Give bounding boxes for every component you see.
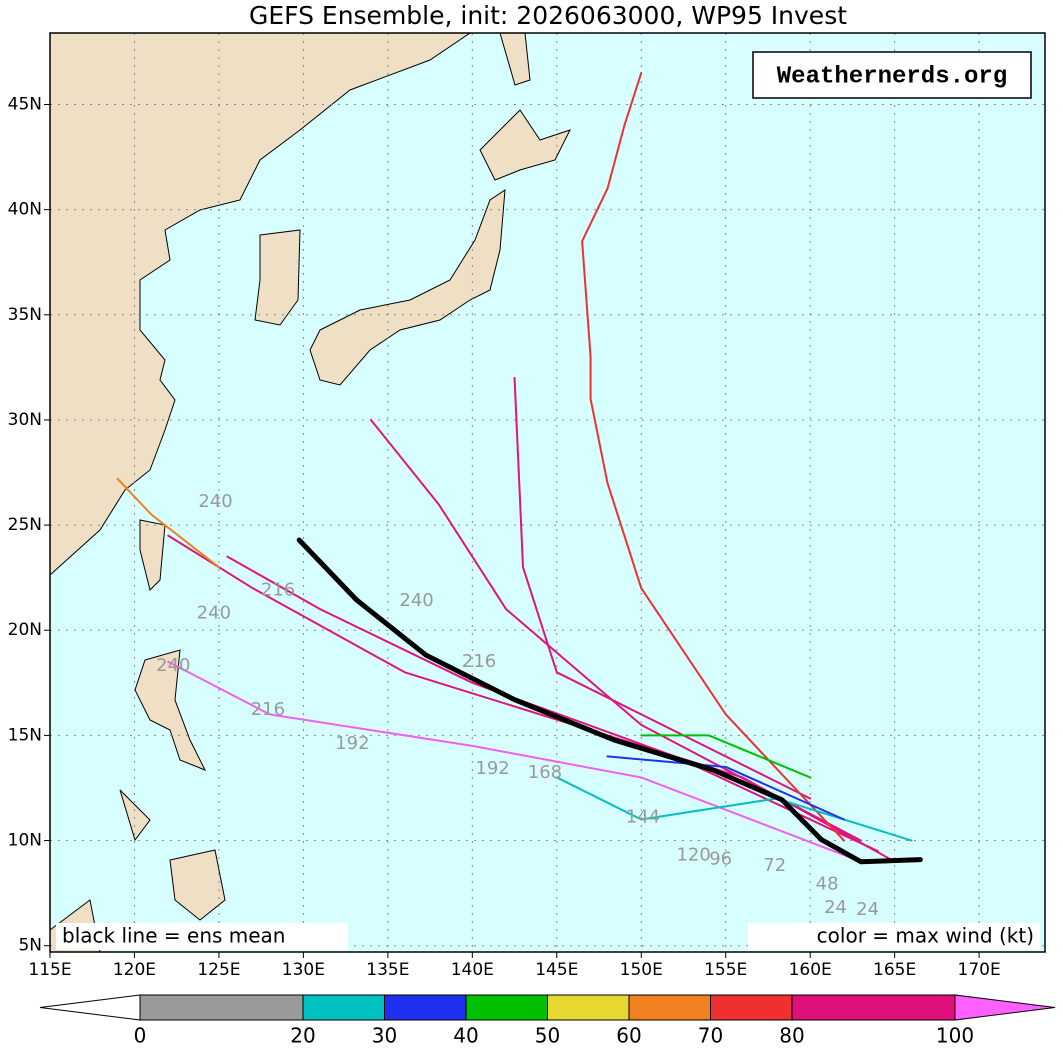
colorbar-label: 40 (453, 1024, 478, 1048)
colorbar-label: 60 (616, 1024, 641, 1048)
hour-label: 216 (261, 579, 295, 600)
hour-label: 144 (626, 806, 660, 827)
x-tick-label: 150E (620, 960, 663, 980)
hour-label: 24 (856, 899, 879, 920)
watermark-box (752, 51, 1032, 99)
colorbar-bin (628, 994, 711, 1021)
mean-track (296, 537, 923, 865)
hour-label: 72 (763, 855, 786, 876)
colorbar-label: 100 (936, 1024, 974, 1048)
x-tick-label: 125E (197, 960, 240, 980)
note-box (748, 923, 1040, 950)
colorbar-bin (547, 994, 630, 1021)
x-tick-label: 165E (873, 960, 916, 980)
colorbar-label: 80 (779, 1024, 804, 1048)
note-box (56, 923, 348, 950)
frame (49, 32, 1046, 953)
y-tick-label: 35N (8, 305, 42, 325)
colorbar-label: 30 (372, 1024, 397, 1048)
y-tick-label: 10N (8, 831, 42, 851)
member-track (606, 755, 845, 821)
colorbar-bin (139, 994, 304, 1021)
y-tick-label: 40N (8, 200, 42, 220)
colorbar-label: 20 (290, 1024, 315, 1048)
x-tick-label: 160E (789, 960, 832, 980)
y-tick-label: 25N (8, 515, 42, 535)
x-tick-label: 145E (535, 960, 578, 980)
y-tick-label: 45N (8, 95, 42, 115)
hour-label: 216 (251, 699, 285, 720)
y-tick-label: 20N (8, 620, 42, 640)
x-tick-label: 170E (958, 960, 1001, 980)
x-tick-label: 120E (113, 960, 156, 980)
y-tick-label: 15N (8, 725, 42, 745)
colorbar-label: 50 (535, 1024, 560, 1048)
y-tick-label: 30N (8, 410, 42, 430)
note: color = max wind (kt) (817, 924, 1034, 948)
x-tick-label: 115E (28, 960, 71, 980)
hour-label: 48 (816, 874, 839, 895)
member-track (581, 71, 845, 842)
hour-label: 120 (676, 844, 710, 865)
x-tick-label: 135E (366, 960, 409, 980)
x-tick-label: 155E (704, 960, 747, 980)
member-track (116, 477, 220, 569)
member-track (369, 418, 862, 842)
x-tick-label: 140E (451, 960, 494, 980)
colorbar-bin (465, 994, 548, 1021)
hour-label: 24 (824, 897, 847, 918)
colorbar-bin (384, 994, 467, 1021)
hour-label: 168 (528, 762, 562, 783)
member-track (226, 555, 879, 853)
hour-label: 240 (156, 655, 190, 676)
land (49, 32, 571, 953)
member-track (640, 734, 812, 779)
colorbar-under (39, 994, 141, 1021)
colorbar-bin (710, 994, 793, 1021)
colorbar-label: 0 (134, 1024, 147, 1048)
colorbar-over (954, 994, 1056, 1021)
hour-label: 240 (197, 602, 231, 623)
hour-label: 240 (198, 491, 232, 512)
member-track (167, 660, 862, 863)
colorbar-bin (791, 994, 956, 1021)
hour-label: 216 (462, 651, 496, 672)
y-tick-label: 5N (18, 936, 42, 956)
x-tick-label: 130E (282, 960, 325, 980)
hour-label: 240 (399, 590, 433, 611)
hour-label: 96 (709, 848, 732, 869)
title: GEFS Ensemble, init: 2026063000, WP95 In… (249, 1, 847, 30)
note: black line = ens mean (62, 924, 286, 948)
colorbar-label: 70 (698, 1024, 723, 1048)
hour-label: 192 (475, 758, 509, 779)
watermark: Weathernerds.org (777, 63, 1007, 90)
hour-label: 192 (335, 733, 369, 754)
colorbar-bin (302, 994, 385, 1021)
